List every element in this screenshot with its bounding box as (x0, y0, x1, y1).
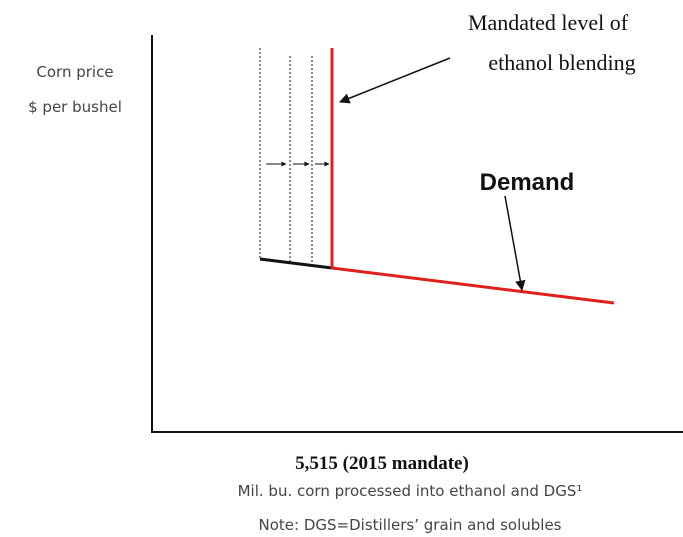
shift-lines (259, 48, 313, 266)
y-axis-label: Corn price (36, 63, 113, 81)
mandate-arrow (339, 57, 451, 104)
x-axis-label: Mil. bu. corn processed into ethanol and… (238, 482, 583, 500)
annotation: ethanol blending (488, 50, 635, 75)
note: Note: DGS=Distillers’ grain and solubles (259, 516, 562, 534)
demand-label: Demand (480, 169, 575, 196)
x-mark-label: 5,515 (2015 mandate) (295, 453, 469, 474)
y-axis-label: $ per bushel (28, 98, 122, 116)
annotation: Mandated level of (468, 10, 629, 35)
demand-curve (331, 266, 615, 305)
demand-shifted (259, 257, 333, 270)
demand-arrow (504, 195, 526, 292)
